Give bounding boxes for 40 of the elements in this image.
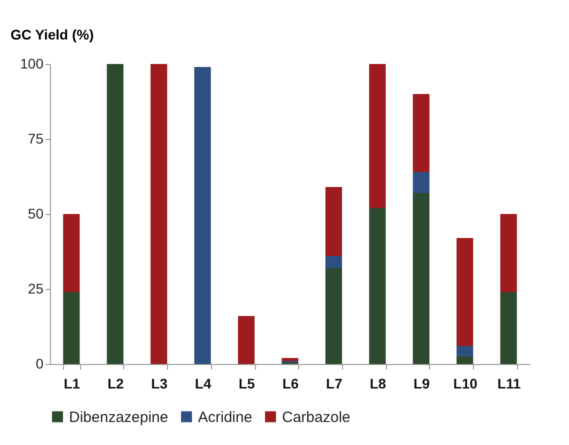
y-tick-label: 25 [28,280,44,296]
x-tick-label: L9 [413,376,430,392]
bar [238,316,255,364]
bar [282,358,298,361]
y-tick-label: 75 [28,130,44,146]
x-tick-label: L10 [453,376,478,392]
bar [63,292,80,364]
bar [500,214,517,292]
bar [456,346,474,356]
x-tick-label: L7 [326,376,343,392]
bar [369,208,386,364]
bar [150,64,168,364]
bar [194,67,211,364]
bar [412,172,430,193]
x-tick-label: L2 [107,376,124,392]
legend-label: Dibenzazepine [69,408,168,426]
bar [500,292,517,364]
x-tick-label: L11 [497,376,521,392]
bar [412,193,430,364]
bar [106,64,124,364]
x-tick-label: L1 [64,376,80,392]
bar [325,268,342,364]
legend-label: Acridine [198,408,252,426]
bar [412,94,430,172]
x-tick-label: L3 [151,376,168,392]
bar [325,256,342,268]
x-tick-label: L5 [238,376,256,392]
bar [369,64,386,208]
y-axis-title: GC Yield (%) [10,26,94,42]
y-tick-label: 50 [28,206,44,222]
legend-label: Carbazole [282,408,350,426]
bar [456,238,474,346]
x-tick-label: L6 [282,376,299,392]
y-tick-label: 0 [36,356,44,372]
bar [456,356,474,364]
y-tick-label: 100 [20,56,44,72]
x-tick-label: L8 [370,376,386,392]
bar [63,214,80,292]
bar [325,187,342,256]
x-tick-label: L4 [194,376,212,392]
